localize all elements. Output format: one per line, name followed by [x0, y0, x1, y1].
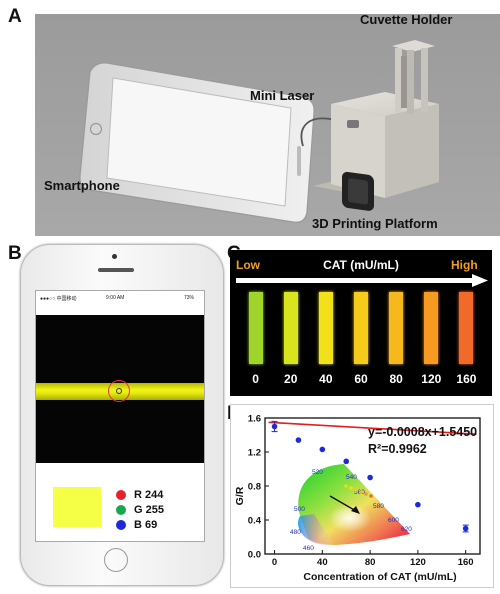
y-tick-label: 0.8 — [248, 482, 261, 493]
strip-value-label: 120 — [421, 372, 442, 386]
label-cuvette-holder: Cuvette Holder — [360, 12, 453, 27]
target-circle — [108, 380, 130, 402]
color-strip — [248, 292, 263, 364]
cie-wavelength-label: 580 — [373, 503, 384, 510]
fit-equation: y=-0.0008x+1.5450 — [368, 425, 477, 439]
strip-value-label: 40 — [319, 372, 333, 386]
smartphone-icon — [79, 62, 315, 223]
label-smartphone: Smartphone — [44, 178, 120, 193]
shift-dot — [364, 492, 368, 496]
rgb-readout: R 244 G 255 B 69 — [116, 487, 164, 532]
fit-line — [268, 421, 477, 435]
cie-wavelength-label: 600 — [388, 517, 399, 524]
strip-value-label: 80 — [389, 372, 403, 386]
label-3d-printing-platform: 3D Printing Platform — [312, 216, 438, 231]
x-axis-label: Concentration of CAT (mU/mL) — [303, 571, 456, 583]
color-strip — [424, 292, 439, 364]
x-tick-label: 120 — [410, 557, 426, 568]
speaker-grille — [98, 268, 134, 272]
color-strip — [389, 292, 404, 364]
data-point — [271, 423, 278, 430]
shift-dot — [349, 486, 353, 490]
mini-laser-icon — [347, 120, 359, 128]
high-label: High — [451, 258, 478, 272]
panel-label-b: B — [8, 243, 22, 264]
strip-value-label: 160 — [456, 372, 477, 386]
y-tick-label: 0.4 — [248, 516, 262, 527]
y-tick-label: 1.6 — [248, 414, 261, 425]
blue-dot-icon — [116, 519, 126, 530]
cie-wavelength-label: 460 — [303, 545, 314, 552]
cie-blue-region — [298, 514, 336, 545]
strip-value-label: 60 — [354, 372, 368, 386]
color-strip — [459, 292, 474, 364]
rgb-row-b: B 69 — [116, 517, 164, 532]
r-squared: R²=0.9962 — [368, 442, 427, 456]
red-dot-icon — [116, 489, 126, 500]
cie-white-point — [320, 496, 380, 536]
data-point — [343, 458, 350, 465]
camera-view — [36, 315, 204, 463]
strip-value-label: 0 — [252, 372, 259, 386]
data-point — [462, 525, 469, 532]
cie-wavelength-label: 520 — [312, 469, 323, 476]
cie-diagram: 520540560580600620500480460 — [290, 464, 412, 552]
home-button — [104, 548, 128, 572]
rgb-value-r: R 244 — [134, 488, 164, 501]
status-bar: ●●●○○ 中国移动 9:00 AM 73% — [36, 291, 204, 305]
rgb-value-g: G 255 — [134, 503, 164, 516]
target-center — [116, 388, 122, 394]
carrier-text: ●●●○○ 中国移动 — [40, 296, 77, 302]
status-time: 9:00 AM — [106, 295, 125, 301]
low-label: Low — [236, 258, 260, 272]
color-strip — [283, 292, 298, 364]
rgb-value-b: B 69 — [134, 518, 158, 531]
cie-wavelength-label: 500 — [294, 506, 305, 513]
cuvette-holder-icon — [392, 40, 435, 114]
panel-a-illustration — [35, 14, 500, 236]
cie-wavelength-label: 620 — [401, 526, 412, 533]
shift-dot — [359, 490, 363, 494]
shift-arrow — [329, 495, 357, 512]
color-strip-panel: Low CAT (mU/mL) High 0 20 40 60 80 120 160 — [230, 250, 492, 396]
arrowhead-icon — [351, 506, 360, 514]
x-tick-label: 80 — [365, 557, 376, 568]
cie-wavelength-label: 480 — [290, 529, 301, 536]
rgb-row-g: G 255 — [116, 502, 164, 517]
panel-label-a: A — [8, 6, 22, 27]
battery-text: 73% — [184, 295, 195, 301]
green-dot-icon — [116, 504, 126, 515]
data-point — [367, 474, 373, 481]
cie-wavelength-label: 540 — [346, 474, 357, 481]
cat-title: CAT (mU/mL) — [323, 258, 399, 272]
shift-dot — [369, 494, 373, 498]
label-mini-laser: Mini Laser — [250, 88, 315, 103]
color-swatch — [53, 487, 101, 527]
x-tick-label: 0 — [272, 557, 277, 568]
data-point — [319, 446, 326, 453]
color-shift-dots — [344, 484, 373, 498]
data-point — [415, 501, 421, 508]
color-strip — [318, 292, 333, 364]
color-strip — [354, 292, 368, 364]
rgb-row-r: R 244 — [116, 487, 164, 502]
shift-dot — [354, 488, 358, 492]
data-point — [295, 437, 302, 443]
shift-dot — [344, 484, 348, 488]
y-axis-label: G/R — [234, 486, 246, 505]
camera-icon — [112, 254, 117, 259]
y-tick-label: 1.2 — [248, 448, 261, 459]
x-tick-label: 40 — [317, 557, 328, 568]
phone-screen: ●●●○○ 中国移动 9:00 AM 73% R 244 G 255 B 69 — [35, 290, 205, 542]
x-tick-label: 160 — [458, 557, 474, 568]
strip-value-label: 20 — [284, 372, 298, 386]
gradient-arrow — [236, 274, 488, 287]
y-tick-label: 0.0 — [248, 550, 261, 561]
